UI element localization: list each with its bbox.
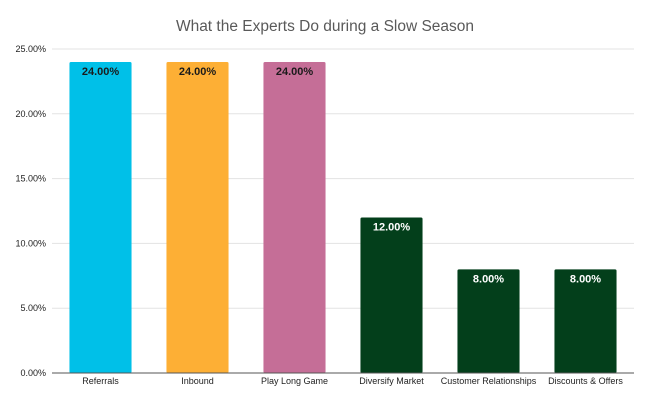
x-category-label: Diversify Market	[359, 376, 424, 386]
x-category-label: Play Long Game	[261, 376, 328, 386]
y-axis-ticks: 0.00% 5.00% 10.00% 15.00% 20.00% 25.00%	[15, 44, 46, 378]
y-tick-label: 15.00%	[15, 174, 46, 184]
x-category-label: Inbound	[181, 376, 214, 386]
bar	[360, 217, 423, 373]
x-category-label: Discounts & Offers	[548, 376, 623, 386]
x-axis-categories: Referrals Inbound Play Long Game Diversify …	[82, 376, 623, 386]
bar	[554, 269, 617, 373]
data-label: 24.00%	[276, 66, 314, 78]
bar	[166, 61, 229, 374]
data-label: 8.00%	[570, 273, 601, 285]
data-labels: 24.00% 24.00% 24.00% 12.00% 8.00% 8.00%	[82, 66, 601, 285]
data-label: 12.00%	[373, 221, 411, 233]
bars	[69, 61, 617, 374]
data-label: 8.00%	[473, 273, 504, 285]
y-tick-label: 5.00%	[20, 303, 46, 313]
y-tick-label: 10.00%	[15, 238, 46, 248]
y-tick-label: 0.00%	[20, 368, 46, 378]
bar	[263, 61, 326, 374]
y-tick-label: 20.00%	[15, 109, 46, 119]
bar	[457, 269, 520, 373]
bar	[69, 61, 132, 374]
gridlines	[52, 48, 634, 309]
y-tick-label: 25.00%	[15, 44, 46, 54]
data-label: 24.00%	[179, 66, 217, 78]
chart-title: What the Experts Do during a Slow Season	[176, 18, 474, 35]
x-category-label: Customer Relationships	[441, 376, 537, 386]
x-category-label: Referrals	[82, 376, 119, 386]
data-label: 24.00%	[82, 66, 120, 78]
